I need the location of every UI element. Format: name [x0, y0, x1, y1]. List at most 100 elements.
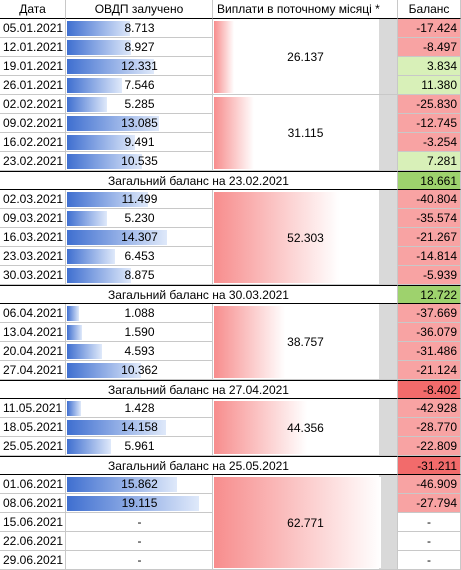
date-cell: 05.01.2021 [0, 19, 66, 38]
ovdp-cell [66, 38, 213, 57]
ovdp-value: 10.535 [121, 154, 158, 168]
header-cell: Баланс [398, 0, 461, 19]
summary-label: Загальний баланс на 30.03.2021 [0, 285, 398, 304]
payment-value: 52.303 [287, 230, 324, 245]
date-cell: 13.04.2021 [0, 323, 66, 342]
data-bar [67, 439, 112, 454]
date-cell: 11.05.2021 [0, 399, 66, 418]
ovdp-value: 12.331 [121, 59, 158, 73]
ovdp-value: 5.961 [124, 439, 155, 453]
payment-value: 62.771 [287, 515, 324, 530]
ovdp-cell [66, 532, 213, 551]
data-bar [67, 249, 115, 264]
balance-cell: 7.281 [398, 152, 461, 171]
ovdp-value: 8.875 [124, 268, 155, 282]
data-bar [67, 363, 141, 378]
ovdp-value: 15.862 [121, 477, 158, 491]
ovdp-cell [66, 475, 213, 494]
ovdp-value: 13.085 [121, 116, 158, 130]
payment-value: 38.757 [287, 335, 324, 349]
ovdp-value: 5.230 [124, 211, 155, 225]
ovdp-cell [66, 57, 213, 76]
payment-bar [214, 477, 381, 568]
date-cell: 19.01.2021 [0, 57, 66, 76]
payment-bar [214, 21, 234, 93]
balance-cell: -8.497 [398, 38, 461, 57]
summary-label: Загальний баланс на 25.05.2021 [0, 456, 398, 475]
ovdp-cell [66, 361, 213, 380]
summary-label: Загальний баланс на 27.04.2021 [0, 380, 398, 399]
ovdp-cell [66, 133, 213, 152]
balance-cell: -27.794 [398, 494, 461, 513]
data-bar [67, 154, 142, 169]
ovdp-cell [66, 190, 213, 209]
balance-cell: -12.745 [398, 114, 461, 133]
balance-cell: -14.814 [398, 247, 461, 266]
data-bar [67, 496, 199, 511]
header-cell: Дата [0, 0, 66, 19]
balance-cell: -35.574 [398, 209, 461, 228]
date-cell: 02.03.2021 [0, 190, 66, 209]
date-cell: 29.06.2021 [0, 551, 66, 570]
ovdp-value: 1.590 [124, 325, 155, 339]
data-bar [67, 420, 166, 435]
ovdp-cell [66, 437, 213, 456]
ovdp-value: 8.927 [124, 40, 155, 54]
balance-cell: -21.267 [398, 228, 461, 247]
ovdp-cell [66, 266, 213, 285]
ovdp-cell [66, 418, 213, 437]
ovdp-value: 4.593 [124, 344, 155, 358]
balance-cell: -5.939 [398, 266, 461, 285]
ovdp-value: 6.453 [124, 249, 155, 263]
date-cell: 30.03.2021 [0, 266, 66, 285]
balance-cell: -36.079 [398, 323, 461, 342]
ovdp-value: 1.428 [124, 401, 155, 415]
balance-cell: -37.669 [398, 304, 461, 323]
date-cell: 16.02.2021 [0, 133, 66, 152]
data-bar [67, 325, 83, 340]
balance-cell: -28.770 [398, 418, 461, 437]
ovdp-cell [66, 399, 213, 418]
date-cell: 12.01.2021 [0, 38, 66, 57]
data-bar [67, 78, 122, 93]
ovdp-cell [66, 19, 213, 38]
date-cell: 23.02.2021 [0, 152, 66, 171]
ovdp-cell [66, 114, 213, 133]
ovdp-cell [66, 342, 213, 361]
data-bar [67, 21, 130, 36]
date-cell: 26.01.2021 [0, 76, 66, 95]
data-bar [67, 230, 167, 245]
summary-balance: 18.661 [398, 171, 461, 190]
ovdp-cell [66, 323, 213, 342]
ovdp-value: 9.491 [124, 135, 155, 149]
ovdp-cell [66, 95, 213, 114]
date-cell: 23.03.2021 [0, 247, 66, 266]
date-cell: 08.06.2021 [0, 494, 66, 513]
summary-label: Загальний баланс на 23.02.2021 [0, 171, 398, 190]
data-bar [67, 135, 135, 150]
date-cell: 18.05.2021 [0, 418, 66, 437]
balance-cell: -22.809 [398, 437, 461, 456]
ovdp-value: 14.158 [121, 420, 158, 434]
date-cell: 16.03.2021 [0, 228, 66, 247]
data-bar [67, 97, 107, 112]
ovdp-cell [66, 76, 213, 95]
date-cell: 15.06.2021 [0, 513, 66, 532]
balance-cell: -31.486 [398, 342, 461, 361]
date-cell: 20.04.2021 [0, 342, 66, 361]
summary-balance: -8.402 [398, 380, 461, 399]
payment-value: 26.137 [287, 50, 324, 64]
data-bar [67, 268, 131, 283]
balance-cell: -21.124 [398, 361, 461, 380]
payment-bar [214, 306, 285, 378]
balance-cell: - [398, 532, 461, 551]
data-bar [67, 40, 132, 55]
ovdp-cell [66, 228, 213, 247]
ovdp-value: 11.499 [121, 192, 158, 206]
summary-balance: 12.722 [398, 285, 461, 304]
ovdp-value: - [137, 534, 142, 548]
ovdp-value: 19.115 [121, 496, 158, 510]
ovdp-cell [66, 494, 213, 513]
date-cell: 22.06.2021 [0, 532, 66, 551]
date-cell: 27.04.2021 [0, 361, 66, 380]
